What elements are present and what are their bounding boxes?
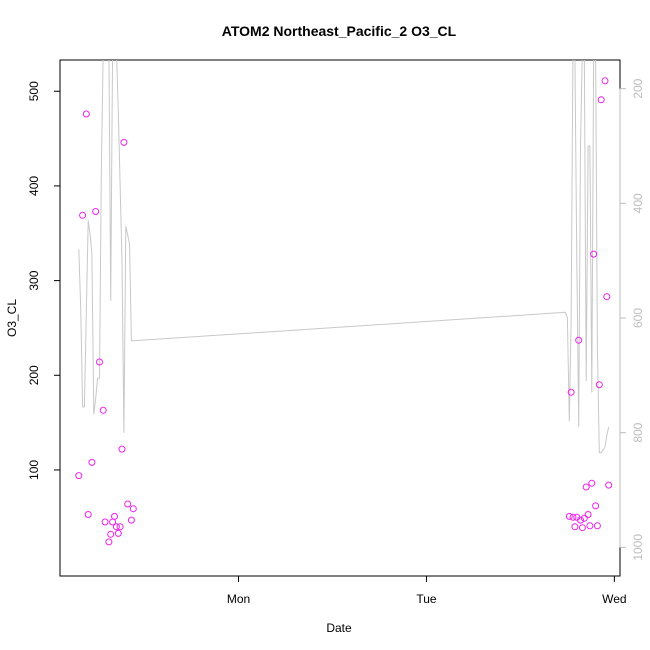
data-point	[105, 538, 113, 546]
data-point	[129, 505, 137, 513]
series-points-group	[75, 77, 613, 546]
x-tick-label: Wed	[602, 592, 626, 606]
data-point	[569, 513, 577, 521]
data-point	[111, 512, 118, 520]
y-axis: 100 200 300 400 500	[27, 81, 60, 480]
data-point	[92, 208, 100, 215]
data-point	[592, 502, 600, 510]
data-point	[597, 96, 605, 104]
chart-title: ATOM2 Northeast_Pacific_2 O3_CL	[222, 23, 457, 39]
y-tick-label: 100	[27, 460, 41, 480]
data-point	[127, 516, 135, 524]
y-tick-label: 500	[27, 81, 41, 101]
data-point	[107, 530, 115, 538]
data-point	[605, 481, 613, 489]
data-point	[586, 522, 594, 530]
data-point	[567, 388, 575, 396]
data-point	[588, 479, 596, 487]
data-point	[82, 110, 90, 118]
data-point	[112, 523, 120, 531]
data-point	[580, 514, 588, 522]
y-tick-label: 400	[27, 176, 41, 196]
data-point	[578, 524, 586, 532]
series-line-group	[78, 60, 610, 454]
series-line	[78, 60, 610, 454]
data-point	[101, 518, 109, 526]
data-point	[571, 523, 579, 531]
data-point	[124, 500, 132, 508]
data-point	[590, 250, 598, 258]
x-tick-label: Mon	[227, 592, 250, 606]
x-tick-label: Tue	[416, 592, 437, 606]
y-tick-label: 300	[27, 270, 41, 290]
right-tick-label: 400	[631, 193, 645, 213]
data-point	[601, 77, 609, 85]
data-point	[114, 529, 122, 537]
data-point	[88, 458, 96, 466]
right-tick-label: 600	[631, 308, 645, 328]
y-axis-label: O3_CL	[5, 299, 19, 337]
y-tick-label: 200	[27, 365, 41, 385]
right-tick-label: 800	[631, 422, 645, 442]
data-point	[582, 483, 590, 491]
data-point	[584, 511, 592, 518]
data-point	[595, 381, 603, 389]
data-point	[603, 293, 611, 301]
data-point	[79, 211, 87, 219]
data-point	[118, 445, 126, 453]
x-axis: Mon Tue Wed	[227, 575, 627, 606]
data-point	[577, 516, 584, 524]
data-point	[96, 358, 103, 366]
data-point	[593, 522, 601, 530]
x-axis-label: Date	[326, 621, 352, 635]
data-point	[575, 336, 583, 344]
data-point	[99, 406, 107, 414]
data-point	[116, 523, 124, 531]
right-tick-label: 1000	[631, 534, 645, 561]
plot-frame	[59, 59, 621, 577]
data-point	[120, 138, 128, 146]
data-point	[565, 512, 573, 520]
data-point	[84, 511, 92, 518]
right-axis: 200 400 600 800 1000	[619, 78, 645, 561]
right-tick-label: 200	[631, 78, 645, 98]
data-point	[75, 472, 83, 480]
